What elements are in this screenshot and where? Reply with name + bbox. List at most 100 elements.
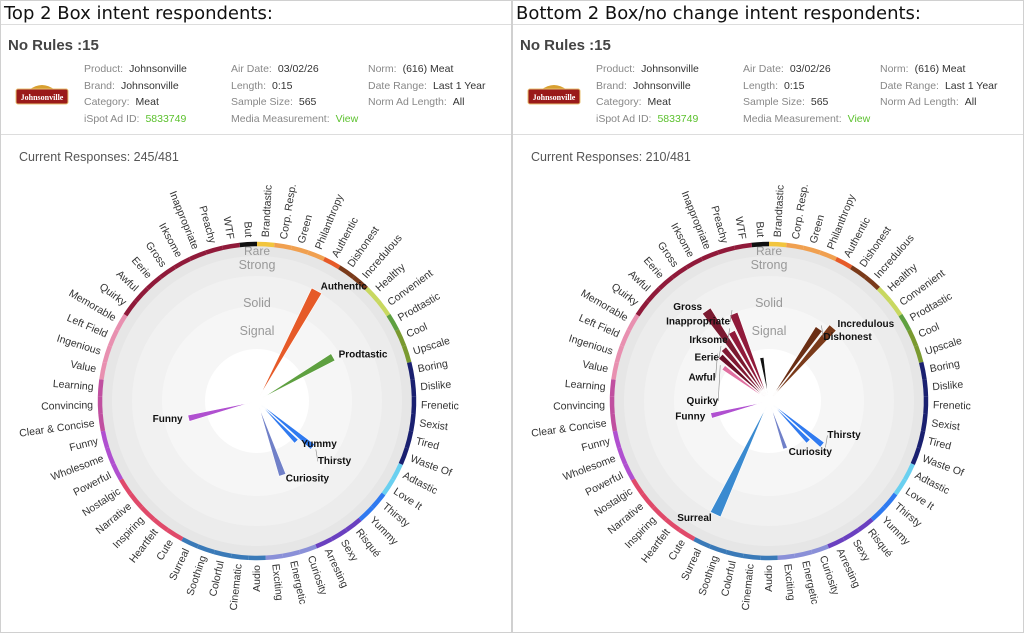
- category-label: Frenetic: [933, 399, 971, 412]
- info-label: Product:: [596, 63, 635, 75]
- ring-segment: [786, 245, 803, 248]
- info-row: Category:Meat: [596, 94, 699, 111]
- panel-title: Bottom 2 Box/no change intent respondent…: [516, 3, 921, 24]
- ring-segment: [778, 556, 795, 558]
- ring-segment: [612, 379, 613, 396]
- info-label: iSpot Ad ID:: [84, 113, 139, 125]
- info-col-3: Norm:(616) Meat Date Range: Last 1 Year N…: [368, 61, 486, 111]
- info-label: Media Measurement:: [743, 113, 842, 125]
- info-label: Sample Size:: [231, 96, 293, 108]
- norm-value: (616) Meat: [915, 63, 966, 75]
- info-label: Air Date:: [743, 63, 784, 75]
- ispot-ad-id-link[interactable]: 5833749: [657, 113, 698, 125]
- category-label: Sexy: [850, 537, 873, 564]
- info-row: Length:0:15: [231, 78, 358, 95]
- ring-segment: [612, 397, 613, 414]
- svg-text:Johnsonville: Johnsonville: [533, 93, 576, 102]
- air-date-value: 03/02/26: [790, 63, 831, 75]
- ring-segment: [613, 414, 615, 431]
- info-row: Media Measurement: View: [743, 111, 870, 128]
- sample-size-value: 565: [811, 96, 829, 108]
- category-label: Preachy: [196, 204, 218, 245]
- category-label: Frenetic: [421, 399, 459, 412]
- spoke-label: Inappropriate: [666, 317, 730, 328]
- category-label: Sexist: [419, 417, 449, 433]
- category-label: Preachy: [708, 204, 730, 245]
- spoke-label: Awful: [688, 372, 715, 383]
- info-label: iSpot Ad ID:: [596, 113, 651, 125]
- category-value: Meat: [136, 96, 159, 108]
- category-label: Cool: [917, 321, 942, 341]
- info-row: Norm:(616) Meat: [880, 61, 998, 78]
- category-label: But: [753, 221, 766, 237]
- category-label: Cute: [154, 537, 176, 562]
- category-label: Value: [69, 358, 97, 375]
- air-date-value: 03/02/26: [278, 63, 319, 75]
- band-label: Solid: [243, 296, 271, 310]
- category-label: Dislike: [932, 379, 964, 394]
- ring-segment: [923, 414, 925, 431]
- spoke-label: Surreal: [677, 513, 712, 524]
- ring-segment: [413, 397, 414, 414]
- spoke-label: Curiosity: [286, 474, 330, 485]
- media-measurement-view-link[interactable]: View: [336, 113, 359, 125]
- category-label: Energetic: [799, 560, 820, 606]
- info-label: Date Range:: [368, 80, 427, 92]
- category-label: WTF: [221, 216, 237, 240]
- category-label: Sexy: [338, 537, 361, 564]
- spoke-label: Funny: [153, 414, 183, 425]
- spoke-label: Quirky: [687, 396, 719, 407]
- band-label: Signal: [752, 324, 787, 338]
- info-row: Norm:(616) Meat: [368, 61, 486, 78]
- band-label: Solid: [755, 296, 783, 310]
- panel: Top 2 Box intent respondents: No Rules :…: [0, 0, 512, 633]
- ring-segment: [735, 245, 752, 248]
- current-responses: Current Responses: 245/481: [19, 150, 179, 164]
- spoke-label: Authentic: [321, 282, 368, 293]
- category-label: Tired: [415, 435, 441, 452]
- spoke-label: Prodtastic: [339, 350, 388, 361]
- spoke-label: Eerie: [695, 353, 720, 364]
- category-label: Clear & Concise: [19, 417, 96, 439]
- ring-segment: [743, 556, 760, 558]
- spoke-label: Dishonest: [823, 332, 872, 343]
- panel-title: Top 2 Box intent respondents:: [4, 3, 273, 24]
- norm-value: (616) Meat: [403, 63, 454, 75]
- date-range-value: Last 1 Year: [433, 80, 486, 92]
- category-label: Value: [581, 358, 609, 375]
- category-label: Corp. Resp.: [278, 183, 299, 240]
- category-label: WTF: [733, 216, 749, 240]
- length-value: 0:15: [272, 80, 292, 92]
- category-label: Exciting: [269, 563, 285, 601]
- info-row: Media Measurement:View: [231, 111, 358, 128]
- band-label: Signal: [240, 324, 275, 338]
- category-label: Tired: [927, 435, 953, 452]
- info-row: Category: Meat: [84, 94, 187, 111]
- johnsonville-logo: Johnsonville: [15, 82, 69, 105]
- johnsonville-logo: Johnsonville: [527, 82, 581, 105]
- info-label: Norm Ad Length:: [368, 96, 447, 108]
- spoke-label: Funny: [675, 411, 705, 422]
- info-col-1: Product:Johnsonville Brand:Johnsonville …: [596, 61, 699, 128]
- category-label: Upscale: [924, 335, 964, 358]
- category-label: Exciting: [781, 563, 797, 601]
- category-label: Corp. Resp.: [790, 183, 811, 240]
- category-label: Learning: [564, 378, 606, 393]
- ring-segment: [100, 397, 101, 414]
- ispot-ad-id-link[interactable]: 5833749: [145, 113, 186, 125]
- info-label: Length:: [743, 80, 778, 92]
- product-value: Johnsonville: [641, 63, 699, 75]
- ring-segment: [411, 414, 413, 431]
- product-value: Johnsonville: [129, 63, 187, 75]
- category-label: Colorful: [207, 560, 227, 598]
- panel: Bottom 2 Box/no change intent respondent…: [512, 0, 1024, 633]
- info-row: Brand:Johnsonville: [84, 78, 187, 95]
- spoke-label: Irksome: [689, 335, 728, 346]
- spoke-label: Gross: [673, 302, 702, 313]
- media-measurement-view-link[interactable]: View: [848, 113, 871, 125]
- norm-ad-length-value: All: [453, 96, 465, 108]
- ring-segment: [413, 379, 414, 396]
- info-label: Category:: [84, 96, 130, 108]
- info-col-1: Product:Johnsonville Brand:Johnsonville …: [84, 61, 187, 128]
- category-label: Cinematic: [228, 563, 245, 611]
